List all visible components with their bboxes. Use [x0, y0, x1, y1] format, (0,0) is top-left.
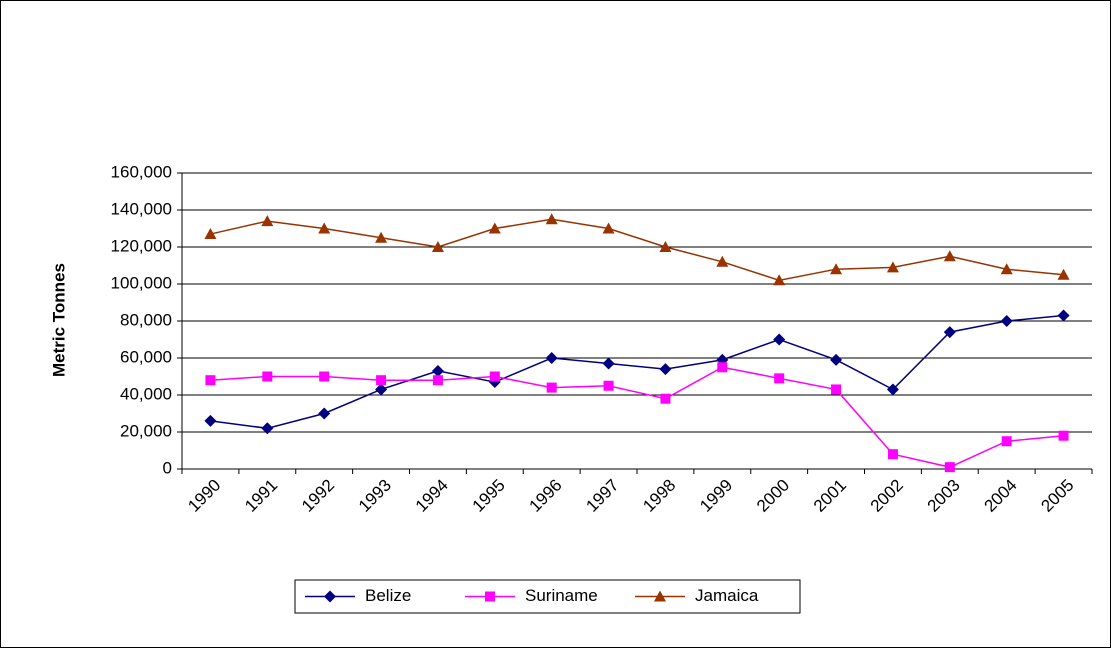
marker — [318, 407, 331, 420]
marker — [375, 231, 388, 243]
y-tick-label: 60,000 — [120, 347, 172, 366]
marker — [1000, 263, 1013, 275]
marker — [376, 375, 387, 386]
y-tick-label: 100,000 — [111, 273, 172, 292]
marker — [603, 380, 614, 391]
marker — [944, 462, 955, 473]
marker — [887, 449, 898, 460]
y-tick-label: 0 — [163, 458, 172, 477]
marker — [1057, 268, 1070, 280]
marker — [660, 393, 671, 404]
y-tick-label: 80,000 — [120, 310, 172, 329]
marker — [602, 222, 615, 234]
marker — [261, 215, 274, 227]
marker — [262, 371, 273, 382]
marker — [602, 357, 615, 370]
marker — [204, 228, 217, 240]
y-axis-title: Metric Tonnes — [49, 263, 68, 377]
marker — [488, 222, 501, 234]
marker — [773, 274, 786, 286]
legend-label: Jamaica — [695, 586, 759, 605]
marker — [831, 384, 842, 395]
marker — [431, 364, 444, 377]
y-tick-label: 40,000 — [120, 384, 172, 403]
series-line — [210, 314, 1064, 430]
marker — [716, 255, 729, 267]
legend-label: Suriname — [525, 586, 598, 605]
marker — [654, 590, 666, 602]
marker — [1057, 309, 1070, 322]
marker — [489, 371, 500, 382]
marker — [774, 373, 785, 384]
marker — [886, 383, 899, 396]
marker — [318, 222, 331, 234]
marker — [205, 375, 216, 386]
marker — [1058, 430, 1069, 441]
marker — [545, 213, 558, 225]
marker — [830, 263, 843, 275]
legend-label: Belize — [365, 586, 411, 605]
y-tick-label: 120,000 — [111, 236, 172, 255]
marker — [943, 250, 956, 262]
marker — [1001, 436, 1012, 447]
y-tick-label: 20,000 — [120, 421, 172, 440]
marker — [1000, 315, 1013, 327]
marker — [943, 326, 956, 339]
marker — [659, 241, 672, 252]
marker — [545, 352, 558, 364]
marker — [324, 590, 336, 603]
marker — [830, 353, 843, 366]
legend-box — [294, 579, 801, 614]
y-tick-label: 160,000 — [111, 162, 172, 181]
marker — [261, 422, 274, 435]
marker — [886, 261, 899, 273]
marker — [319, 371, 330, 382]
series-line — [210, 218, 1064, 282]
marker — [659, 363, 672, 376]
marker — [204, 414, 217, 427]
marker — [431, 241, 444, 252]
marker — [485, 591, 495, 602]
marker — [375, 383, 388, 396]
marker — [432, 375, 443, 386]
series-line — [210, 366, 1064, 468]
marker — [717, 362, 728, 373]
marker — [546, 382, 557, 393]
marker — [773, 333, 786, 346]
y-tick-label: 140,000 — [111, 199, 172, 218]
